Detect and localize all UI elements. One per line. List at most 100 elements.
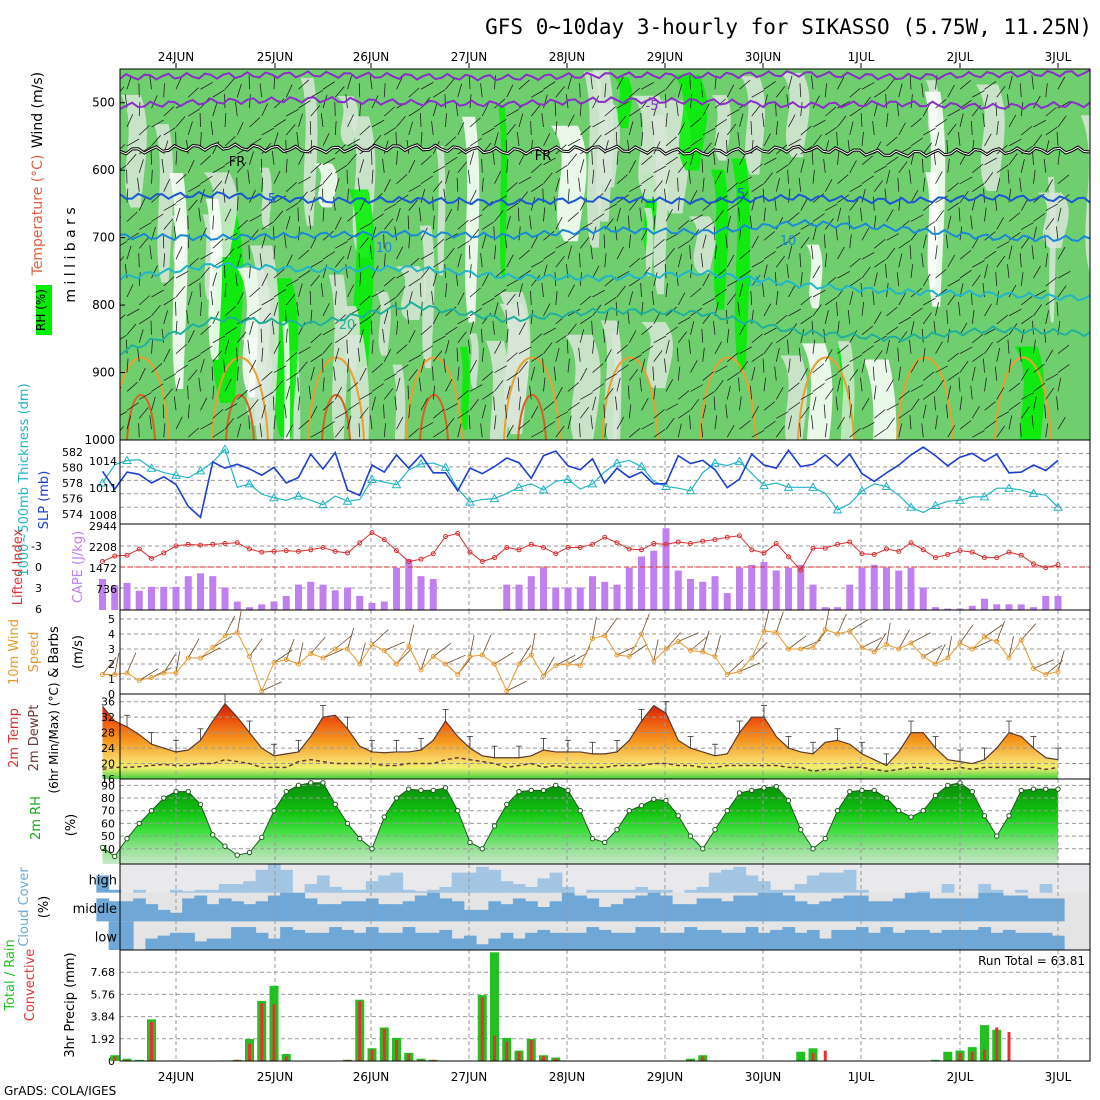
wind-barb xyxy=(702,221,715,230)
cloud-bar-high xyxy=(659,889,673,893)
wind-tick: 5 xyxy=(108,613,115,626)
cape-bar xyxy=(797,564,805,610)
wind-barb xyxy=(1045,83,1048,98)
wind-barb xyxy=(910,264,914,279)
bottom-date-label: 24JUN xyxy=(158,1070,195,1084)
wind-speed-point xyxy=(1031,666,1036,671)
lifted-index-point xyxy=(994,555,1000,561)
rh-patch xyxy=(863,359,897,440)
wind-barb xyxy=(457,390,469,400)
rh-tick: 50 xyxy=(101,830,115,843)
wind-barb xyxy=(371,95,379,109)
wind-barb xyxy=(151,396,156,411)
wind-barb xyxy=(751,183,764,193)
wind-barb xyxy=(433,335,446,344)
cloud-bar-high xyxy=(549,872,563,893)
wind-barb xyxy=(518,419,531,430)
precip-convective-bar xyxy=(542,1056,545,1061)
wind-barb xyxy=(739,79,751,90)
cloud-bar-middle xyxy=(500,904,514,922)
wind-barb xyxy=(616,377,621,392)
wind-barb xyxy=(334,291,337,306)
wind-barb xyxy=(432,102,438,117)
wind-barb xyxy=(322,377,325,392)
lifted-index-point xyxy=(969,549,975,555)
wind-barb-10m xyxy=(408,624,415,647)
wind-speed-point xyxy=(1018,637,1024,643)
wind-barb xyxy=(103,265,107,278)
thickness-point xyxy=(489,493,500,503)
wind-barb xyxy=(120,241,128,246)
wind-barb xyxy=(1045,373,1059,381)
cape-bar xyxy=(870,564,878,610)
wind-barb xyxy=(126,75,132,90)
wind-barb xyxy=(431,121,434,136)
wind-barb xyxy=(653,259,666,268)
run-total-label: Run Total = 63.81 xyxy=(978,954,1085,968)
lifted-index-point xyxy=(198,542,203,548)
wind-barb xyxy=(629,184,642,193)
temp-tick: 36 xyxy=(101,696,115,709)
temperature-contour xyxy=(120,69,1090,82)
wind-barb xyxy=(298,100,311,109)
wind-barb xyxy=(933,320,936,335)
wind-barb xyxy=(1033,265,1041,279)
wind-speed-point xyxy=(835,631,840,637)
wind-barb xyxy=(420,345,433,354)
wind-barb xyxy=(898,316,912,325)
wind-barb xyxy=(420,266,431,279)
precip-convective-bar xyxy=(419,1059,423,1061)
wind-barb xyxy=(849,428,861,438)
wind-speed-point xyxy=(320,655,326,661)
wind-barb xyxy=(517,377,520,392)
wind-barb xyxy=(1057,115,1067,128)
slp-tick: 1008 xyxy=(89,509,117,522)
wind-barb xyxy=(775,177,781,192)
wind-barb xyxy=(322,81,336,90)
wind-barb xyxy=(247,169,250,184)
wind-barb-10m xyxy=(592,616,597,639)
wind-barb xyxy=(126,415,132,430)
wind-barb xyxy=(163,106,175,117)
rh-point xyxy=(1030,786,1037,792)
wind-barb xyxy=(543,133,551,147)
cloud-bar-middle xyxy=(463,909,477,922)
cape-bar xyxy=(135,590,143,610)
wind-barb xyxy=(1008,382,1021,392)
wind-barb xyxy=(420,325,432,336)
contour-label: 20 xyxy=(339,318,356,333)
li-tick: 3 xyxy=(35,582,42,595)
cape-bar xyxy=(148,586,155,610)
wind-barb xyxy=(775,85,786,98)
wind-barb xyxy=(408,199,418,211)
precip-convective-bar xyxy=(407,1054,411,1061)
thickness-point xyxy=(318,499,328,509)
precip-unit-label: 3hr Precip (mm) xyxy=(63,952,78,1057)
rh-patch xyxy=(731,158,751,370)
wind-barb xyxy=(457,240,470,249)
cloud-bar-high xyxy=(427,889,440,893)
thickness-point xyxy=(955,495,965,504)
wind-barb xyxy=(259,253,263,268)
wind-barb xyxy=(175,416,183,430)
wind-barb xyxy=(763,327,777,336)
wind-barb xyxy=(788,138,801,147)
chart-title: GFS 0~10day 3-hourly for SIKASSO (5.75W,… xyxy=(485,15,1092,39)
wind-barb-10m xyxy=(714,635,721,657)
cloud-bar-high xyxy=(329,886,342,893)
wind-barb-10m xyxy=(641,613,650,635)
wind-barb xyxy=(726,328,730,343)
wind-barb xyxy=(186,309,189,324)
wind-barb xyxy=(947,202,960,211)
wind-barb xyxy=(641,252,654,260)
cloud-bar-middle xyxy=(255,901,269,922)
wind-barb xyxy=(126,308,140,317)
wind-barb xyxy=(602,158,606,173)
cloud-bar-high xyxy=(917,891,930,893)
wind-barb xyxy=(751,430,765,438)
wind-barb xyxy=(616,285,626,298)
rh-point xyxy=(185,788,191,795)
wind-barb xyxy=(1044,404,1047,419)
wind-barb xyxy=(861,188,866,203)
rh-point xyxy=(859,787,865,794)
